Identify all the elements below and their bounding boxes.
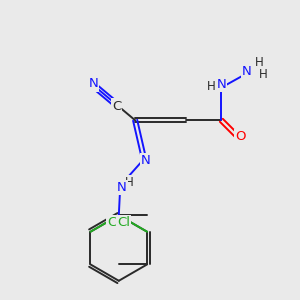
Text: H: H — [255, 56, 264, 69]
Text: N: N — [88, 77, 98, 91]
Text: Cl: Cl — [107, 216, 120, 229]
Text: N: N — [242, 65, 251, 78]
Text: O: O — [235, 130, 246, 143]
Text: H: H — [207, 80, 215, 93]
Text: N: N — [117, 181, 127, 194]
Text: H: H — [259, 68, 268, 81]
Text: C: C — [112, 100, 122, 112]
Text: H: H — [125, 176, 134, 189]
Text: Cl: Cl — [117, 216, 130, 229]
Text: N: N — [141, 154, 150, 167]
Text: N: N — [217, 78, 226, 91]
